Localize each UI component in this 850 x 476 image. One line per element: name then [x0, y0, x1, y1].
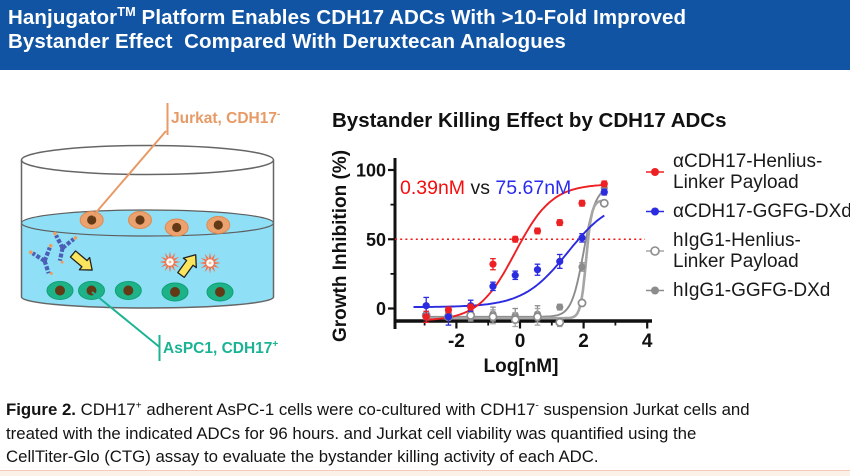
chart-title: Bystander Killing Effect by CDH17 ADCs	[332, 109, 727, 132]
aspc1-nucleus	[215, 287, 225, 297]
legend-marker	[651, 207, 659, 216]
title-line: HanjugatorTM Platform Enables CDH17 ADCs…	[8, 4, 788, 30]
data-point	[556, 257, 564, 266]
text-segment: +	[135, 400, 142, 412]
legend-label: hIgG1-GGFG-DXd	[673, 280, 830, 301]
adc-antibody-icon	[28, 243, 53, 275]
data-point	[511, 271, 519, 279]
text-segment: TM	[117, 4, 136, 20]
arrow-icon	[69, 250, 93, 271]
data-point	[578, 234, 586, 242]
jurkat-label: Jurkat, CDH17-	[171, 109, 280, 127]
adc-antibody-icon	[53, 231, 78, 264]
jurkat-nucleus	[213, 220, 223, 230]
jurkat-nucleus	[172, 222, 182, 233]
text-segment: Bystander Effect Compared With Deruxteca…	[8, 30, 566, 53]
text-segment: -	[535, 400, 539, 412]
figure-caption: Figure 2. CDH17+ adherent AsPC-1 cells w…	[6, 398, 822, 469]
legend-item: hIgG1-Henlius-Linker Payload	[646, 230, 801, 272]
data-point	[600, 188, 608, 196]
x-tick-label: 4	[642, 331, 653, 352]
text-segment: CellTiter-Glo (CTG) assay to evaluate th…	[6, 447, 599, 467]
text-segment: Hanjugator	[8, 6, 118, 29]
text-segment: Platform Enables CDH17 ADCs With >10-Fol…	[135, 6, 687, 29]
text-segment: CDH17	[75, 400, 136, 419]
legend-item: hIgG1-GGFG-DXd	[646, 280, 830, 301]
data-point	[489, 260, 497, 268]
caption-line: treated with the indicated ADCs for 96 h…	[6, 422, 822, 446]
arrow-icon	[177, 254, 197, 279]
text-segment: treated with the indicated ADCs for 96 h…	[6, 423, 697, 443]
ec50-annotation: 0.39nM vs 75.67nM	[400, 177, 571, 199]
caption-line: CellTiter-Glo (CTG) assay to evaluate th…	[6, 445, 822, 469]
jurkat-nucleus	[87, 215, 97, 225]
jurkat-pointer-line	[92, 130, 167, 217]
x-tick-label: 0	[515, 331, 526, 352]
text-segment: adherent AsPC-1 cells were co-cultured w…	[141, 400, 536, 419]
data-point	[510, 315, 520, 325]
legend-label: αCDH17-GGFG-DXd	[673, 201, 850, 222]
bottom-divider	[0, 470, 850, 476]
fit-curve	[425, 183, 605, 321]
x-tick-label: -2	[448, 331, 465, 352]
burst-dot	[168, 260, 172, 264]
data-point	[599, 198, 609, 208]
aspc1-nucleus	[170, 287, 180, 297]
data-point	[488, 312, 498, 322]
aspc1-label: AsPC1, CDH17+	[163, 339, 278, 357]
data-point	[533, 312, 542, 322]
legend-marker	[650, 246, 660, 256]
data-point	[466, 310, 476, 320]
coculture-dish-diagram: Jurkat, CDH17- AsPC1, CDH17+	[20, 103, 280, 361]
data-point	[489, 282, 497, 290]
data-point	[578, 263, 586, 271]
data-point	[555, 317, 565, 327]
x-tick-label: 2	[578, 331, 589, 352]
legend-label: hIgG1-Henlius-	[673, 230, 801, 251]
legend-marker	[651, 286, 659, 295]
data-point	[556, 303, 564, 311]
legend-item: αCDH17-GGFG-DXd	[646, 201, 850, 222]
page-title: HanjugatorTM Platform Enables CDH17 ADCs…	[8, 4, 788, 54]
aspc1-nucleus	[55, 285, 65, 296]
fit-curve	[413, 214, 605, 308]
data-point	[578, 199, 586, 207]
jurkat-nucleus	[135, 215, 145, 225]
y-tick-label: 50	[366, 230, 386, 250]
header-banner: HanjugatorTM Platform Enables CDH17 ADCs…	[0, 0, 850, 70]
y-axis-title: Growth Inhibition (%)	[330, 150, 351, 342]
data-point	[467, 303, 475, 311]
legend-label: Linker Payload	[673, 251, 799, 272]
legend-label: Linker Payload	[673, 172, 799, 193]
caption-line: Figure 2. CDH17+ adherent AsPC-1 cells w…	[6, 398, 822, 422]
legend-label: αCDH17-Henlius-	[673, 151, 822, 172]
data-point	[600, 180, 608, 188]
legend-item: αCDH17-Henlius-Linker Payload	[646, 151, 822, 193]
x-axis-title: Log[nM]	[484, 356, 559, 377]
data-point	[511, 235, 519, 243]
burst-dot	[208, 261, 212, 265]
dish-bottom	[20, 296, 275, 309]
data-point	[533, 266, 542, 274]
y-tick-label: 100	[356, 161, 386, 181]
text-segment: Figure 2.	[6, 400, 76, 419]
data-point	[422, 313, 430, 321]
aspc1-nucleus	[123, 285, 134, 296]
data-point	[577, 298, 587, 308]
fit-curve	[424, 199, 605, 320]
aspc1-pointer-line	[91, 291, 161, 348]
title-line: Bystander Effect Compared With Deruxteca…	[8, 30, 788, 54]
legend-marker	[651, 168, 659, 176]
data-point	[556, 219, 564, 227]
bystander-killing-chart: Bystander Killing Effect by CDH17 ADCs 0 5…	[330, 109, 850, 377]
data-point	[422, 302, 430, 310]
y-tick-label: 0	[376, 299, 386, 319]
data-point	[444, 306, 453, 314]
data-point	[444, 313, 453, 321]
text-segment: suspension Jurkat cells and	[538, 400, 750, 419]
series--cdh17-henlius-linker-payload	[422, 180, 608, 324]
dish-rim	[20, 144, 275, 176]
data-point	[533, 227, 542, 235]
